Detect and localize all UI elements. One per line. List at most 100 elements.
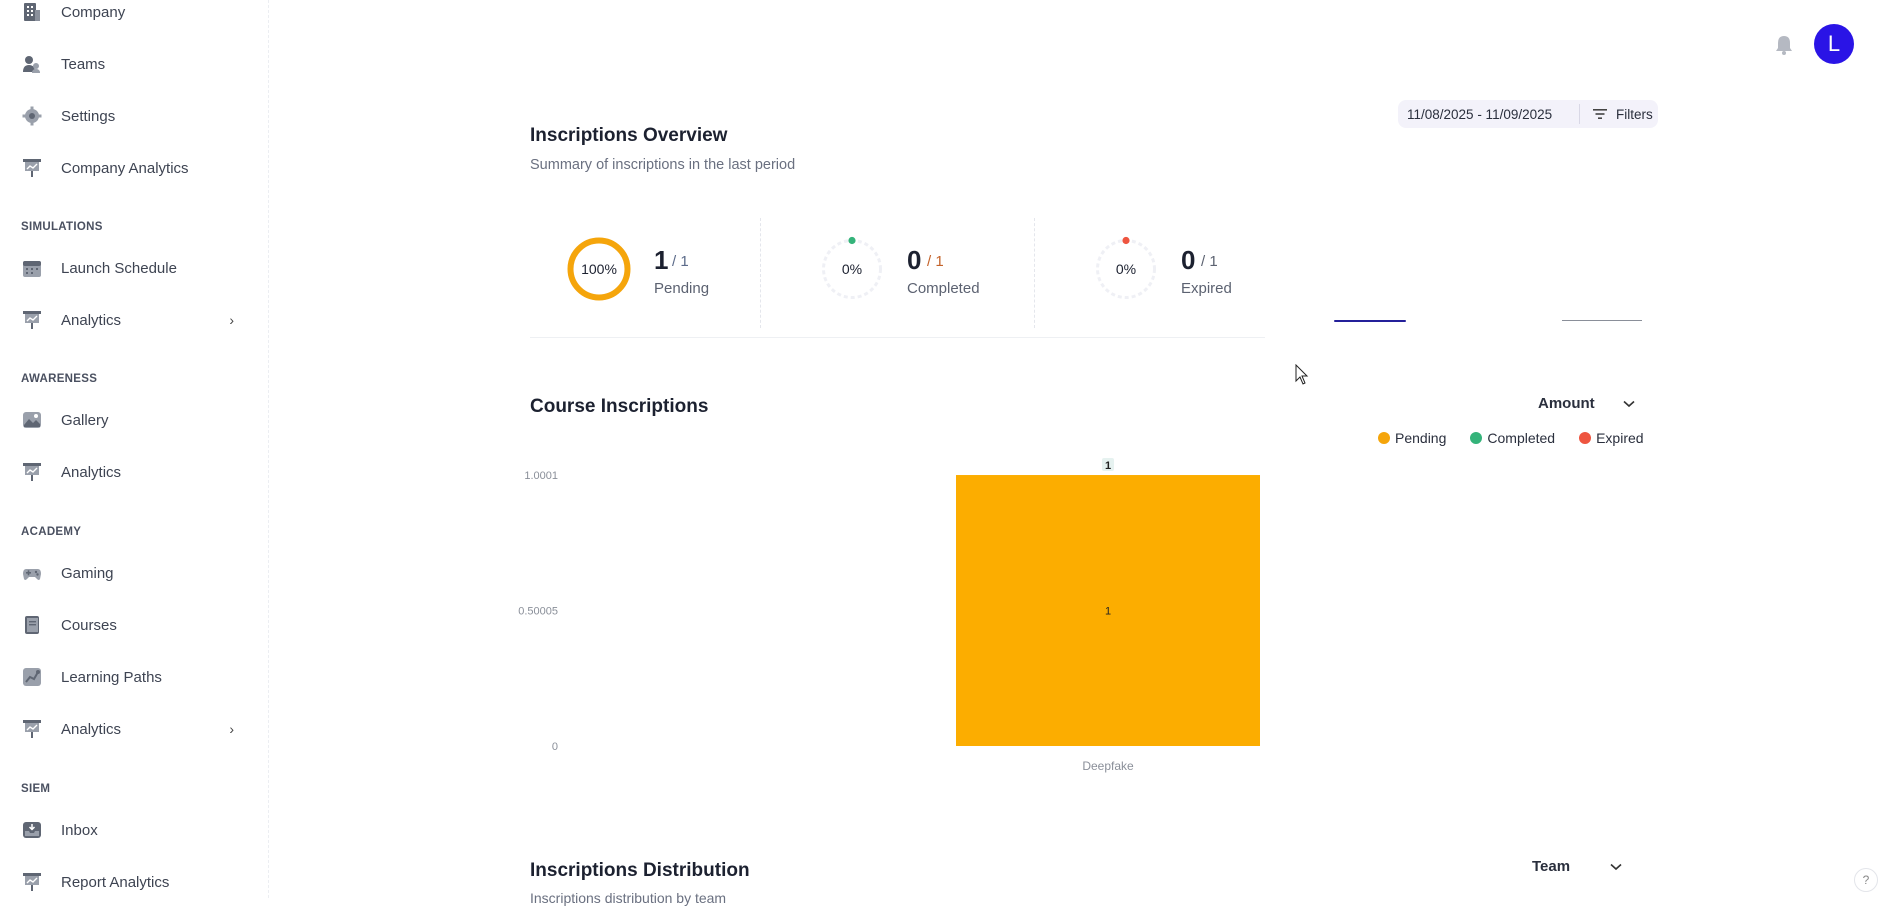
legend-dot xyxy=(1378,432,1390,444)
distribution-subtitle: Inscriptions distribution by team xyxy=(530,890,727,906)
progress-ring: 100% xyxy=(567,237,631,301)
section-title-simulations: SIMULATIONS xyxy=(21,221,103,233)
inbox-icon xyxy=(22,820,42,840)
x-tick-label: Deepfake xyxy=(1082,759,1134,773)
percent-label: 100% xyxy=(581,261,617,277)
scroll-indicator xyxy=(1562,320,1642,321)
stat-completed: 0% 0 / 1 Completed xyxy=(819,236,1019,320)
y-tick-label: 1.0001 xyxy=(524,470,558,482)
sidebar-item-report-analytics[interactable]: Report Analytics xyxy=(22,862,242,902)
sidebar-item-company-analytics[interactable]: Company Analytics xyxy=(22,148,242,188)
sidebar-item-launch-schedule[interactable]: Launch Schedule xyxy=(22,248,242,288)
sidebar-item-teams[interactable]: Teams xyxy=(22,44,242,84)
divider xyxy=(760,218,761,328)
sidebar-item-label: Settings xyxy=(61,107,116,125)
progress-ring: 0% xyxy=(1096,236,1156,299)
sidebar-item-label: Learning Paths xyxy=(61,668,162,686)
section-title-academy: ACADEMY xyxy=(21,526,82,538)
filters-button[interactable]: Filters xyxy=(1580,107,1653,122)
stat-pending: 100% 1 / 1 Pending xyxy=(566,236,766,320)
divider xyxy=(1034,218,1035,328)
sidebar-item-label: Inbox xyxy=(61,821,98,839)
gamepad-icon xyxy=(22,563,42,583)
section-title-siem: SIEM xyxy=(21,783,51,795)
y-tick-label: 0.50005 xyxy=(518,606,558,618)
presentation-chart-icon xyxy=(22,719,42,739)
stat-total: / 1 xyxy=(672,253,689,270)
page-subtitle: Summary of inscriptions in the last peri… xyxy=(530,157,796,173)
divider xyxy=(1579,104,1580,124)
stat-label: Expired xyxy=(1181,280,1232,297)
sidebar-item-label: Gaming xyxy=(61,564,114,582)
legend-completed[interactable]: Completed xyxy=(1470,430,1555,446)
sidebar-item-awareness-analytics[interactable]: Analytics xyxy=(22,452,242,492)
total-label: 1 xyxy=(1105,460,1111,472)
course-inscriptions-title: Course Inscriptions xyxy=(530,396,709,417)
stat-total: / 1 xyxy=(927,253,944,270)
sidebar-item-label: Launch Schedule xyxy=(61,259,177,277)
date-filter-bar: 11/08/2025 - 11/09/2025 Filters xyxy=(1398,100,1658,128)
sidebar-item-gallery[interactable]: Gallery xyxy=(22,400,242,440)
presentation-chart-icon xyxy=(22,310,42,330)
presentation-chart-icon xyxy=(22,872,42,892)
legend-label: Completed xyxy=(1487,430,1556,446)
presentation-chart-icon xyxy=(22,158,42,178)
sidebar-item-gaming[interactable]: Gaming xyxy=(22,553,242,593)
stat-value: 0 xyxy=(907,245,922,275)
legend-pending[interactable]: Pending xyxy=(1378,430,1446,446)
stat-value: 1 xyxy=(654,245,669,275)
sidebar-item-label: Teams xyxy=(61,55,106,73)
team-dropdown[interactable]: Team xyxy=(1532,858,1622,875)
section-title-awareness: AWARENESS xyxy=(21,373,98,385)
amount-dropdown[interactable]: Amount xyxy=(1538,395,1635,412)
stat-label: Completed xyxy=(907,280,980,297)
sidebar-item-company[interactable]: Company xyxy=(22,0,242,32)
dropdown-value: Team xyxy=(1532,858,1571,875)
sidebar-item-simulations-analytics[interactable]: Analytics › xyxy=(22,300,242,340)
course-inscriptions-chart: 0 0.50005 1.0001 1 1 Deepfake xyxy=(518,458,1260,773)
legend-label: Pending xyxy=(1395,430,1447,446)
dropdown-value: Amount xyxy=(1538,395,1595,412)
sidebar-item-courses[interactable]: Courses xyxy=(22,605,242,645)
avatar[interactable]: L xyxy=(1814,24,1854,64)
sidebar-item-settings[interactable]: Settings xyxy=(22,96,242,136)
status-dot xyxy=(848,236,856,245)
percent-label: 0% xyxy=(1116,261,1136,277)
filter-icon xyxy=(1593,109,1607,119)
distribution-title: Inscriptions Distribution xyxy=(530,860,750,881)
sidebar-item-learning-paths[interactable]: Learning Paths xyxy=(22,657,242,697)
percent-label: 0% xyxy=(842,261,862,277)
sidebar-item-inbox[interactable]: Inbox xyxy=(22,810,242,850)
legend-dot xyxy=(1579,432,1592,444)
bar-pending[interactable] xyxy=(956,475,1260,746)
legend-dot xyxy=(1470,432,1483,444)
legend-expired[interactable]: Expired xyxy=(1579,430,1644,446)
sidebar-item-label: Analytics xyxy=(61,311,122,329)
divider xyxy=(530,337,1265,338)
sidebar: Company Teams Settings Company Analytics… xyxy=(0,0,269,898)
path-icon xyxy=(22,667,42,687)
gear-icon xyxy=(22,106,42,126)
chevron-down-icon xyxy=(1623,400,1635,407)
chevron-right-icon: › xyxy=(229,721,234,737)
calendar-icon xyxy=(22,258,42,278)
building-icon xyxy=(22,2,42,22)
teams-icon xyxy=(22,54,42,74)
status-dot xyxy=(1122,236,1130,245)
sidebar-item-label: Analytics xyxy=(61,720,122,738)
stat-value: 0 xyxy=(1181,245,1196,275)
total-label-bg xyxy=(1102,458,1114,472)
sidebar-item-label: Analytics xyxy=(61,463,122,481)
bell-icon[interactable] xyxy=(1772,33,1796,57)
bar-value-label: 1 xyxy=(1105,606,1111,618)
filters-label: Filters xyxy=(1616,106,1653,122)
stat-expired: 0% 0 / 1 Expired xyxy=(1093,236,1293,320)
chevron-right-icon: › xyxy=(229,312,234,328)
sidebar-item-label: Courses xyxy=(61,616,117,634)
chart-legend: Pending Completed Expired xyxy=(1378,430,1644,446)
help-button[interactable]: ? xyxy=(1854,868,1878,892)
mouse-cursor-icon xyxy=(1295,364,1309,385)
y-tick-label: 0 xyxy=(552,741,558,753)
sidebar-item-academy-analytics[interactable]: Analytics › xyxy=(22,709,242,749)
date-range-picker[interactable]: 11/08/2025 - 11/09/2025 xyxy=(1407,106,1553,122)
